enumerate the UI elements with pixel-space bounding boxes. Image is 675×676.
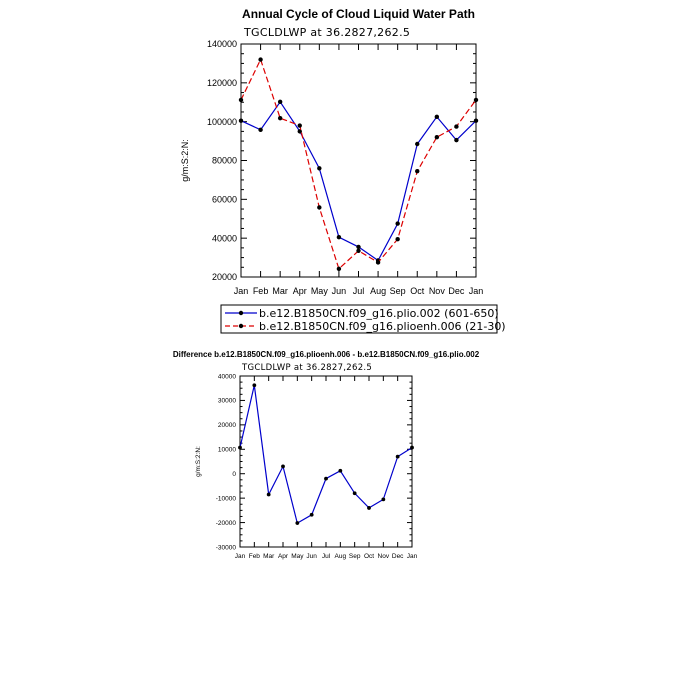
data-point [395,221,400,226]
legend: b.e12.B1850CN.f09_g16.plio.002 (601-650)… [220,304,506,334]
data-point [473,97,479,103]
x-tick-label: Aug [370,286,386,296]
data-point [336,234,342,240]
x-tick-label: Feb [253,286,269,296]
data-point [336,266,342,272]
x-tick-label: Jul [353,286,365,296]
data-point [277,115,283,121]
data-point [356,248,361,253]
y-tick-label: 80000 [212,156,237,166]
data-point [381,497,386,502]
data-point [395,236,400,242]
y-tick-label: 30000 [218,398,236,405]
chart-2: Difference b.e12.B1850CN.f09_g16.plioenh… [173,350,480,560]
y-tick-label: -20000 [216,520,237,527]
y-tick-label: 120000 [207,78,237,88]
y-tick-label: 40000 [218,373,236,380]
x-tick-label: Jul [322,553,331,560]
x-tick-label: Jun [332,286,347,296]
legend-box [220,304,498,334]
x-tick-label: Jan [234,286,249,296]
y-axis-label: g/m:S:2:N: [195,446,202,477]
data-point [297,123,302,128]
x-tick-label: Nov [429,286,446,296]
x-tick-label: Apr [278,553,289,560]
data-point [258,57,263,62]
legend-marker-1 [238,310,244,316]
series-line-1 [239,385,413,525]
data-point [352,491,357,496]
legend-entry-2: b.e12.B1850CN.f09_g16.plioenh.006 (21-30… [259,320,506,333]
data-point [252,383,257,388]
data-point [317,166,322,171]
y-tick-label: 100000 [207,117,237,127]
y-tick-label: 0 [232,471,236,478]
data-point [238,97,244,103]
x-tick-label: Dec [392,553,404,560]
x-tick-label: Jan [469,286,484,296]
data-point [309,512,314,517]
legend-entry-1: b.e12.B1850CN.f09_g16.plio.002 (601-650) [259,307,499,320]
y-tick-label: 40000 [212,233,237,243]
x-tick-label: Jun [306,553,317,560]
data-point [258,127,263,133]
series-line-1 [240,100,477,262]
chart-title: Difference b.e12.B1850CN.f09_g16.plioenh… [173,350,480,359]
y-tick-label: -30000 [216,544,237,551]
x-tick-label: Jan [235,553,246,560]
data-point [281,464,285,469]
y-tick-label: 140000 [207,39,237,49]
data-point [473,118,479,123]
x-tick-label: Aug [335,553,347,560]
x-tick-label: Mar [263,553,275,560]
chart-1: Annual Cycle of Cloud Liquid Water Path T… [180,7,506,334]
data-point [415,141,420,147]
data-point [434,135,440,140]
y-tick-label: 20000 [218,422,236,429]
data-point [395,454,400,459]
data-point [238,118,244,123]
y-tick-label: 10000 [218,447,236,454]
x-tick-label: Apr [293,286,307,296]
x-tick-label: Feb [249,553,261,560]
plot-frame [239,375,413,548]
data-point [454,137,459,143]
y-tick-label: -10000 [216,495,237,502]
chart-title: Annual Cycle of Cloud Liquid Water Path [242,7,475,21]
data-point [266,492,271,497]
chart-subtitle: TGCLDLWP at 36.2827,262.5 [243,26,410,39]
x-tick-label: Oct [364,553,374,560]
chart-subtitle: TGCLDLWP at 36.2827,262.5 [241,363,372,373]
data-point [367,506,371,510]
x-tick-label: Mar [272,286,288,296]
data-point [410,445,414,450]
data-point [375,260,381,265]
x-tick-label: Nov [378,553,390,560]
data-point [317,205,322,210]
data-point [434,114,440,120]
data-point [238,445,242,450]
x-tick-label: May [311,286,329,296]
x-tick-label: Sep [349,553,361,560]
data-point [415,168,420,174]
y-tick-label: 60000 [212,194,237,204]
x-tick-label: Sep [390,286,406,296]
x-tick-label: Jan [407,553,418,560]
y-axis-label: g/m:S:2:N: [180,139,190,182]
series-line-2 [240,57,477,270]
x-tick-label: May [291,553,304,560]
data-point [338,468,343,473]
data-point [356,244,361,250]
data-point [297,129,302,134]
data-point [324,476,328,481]
x-tick-label: Oct [410,286,425,296]
data-point [295,521,300,525]
x-tick-label: Dec [448,286,465,296]
plot-frame [240,43,477,278]
legend-marker-2 [238,323,244,329]
data-point [454,124,459,129]
data-point [277,99,283,105]
y-tick-label: 20000 [212,272,237,282]
